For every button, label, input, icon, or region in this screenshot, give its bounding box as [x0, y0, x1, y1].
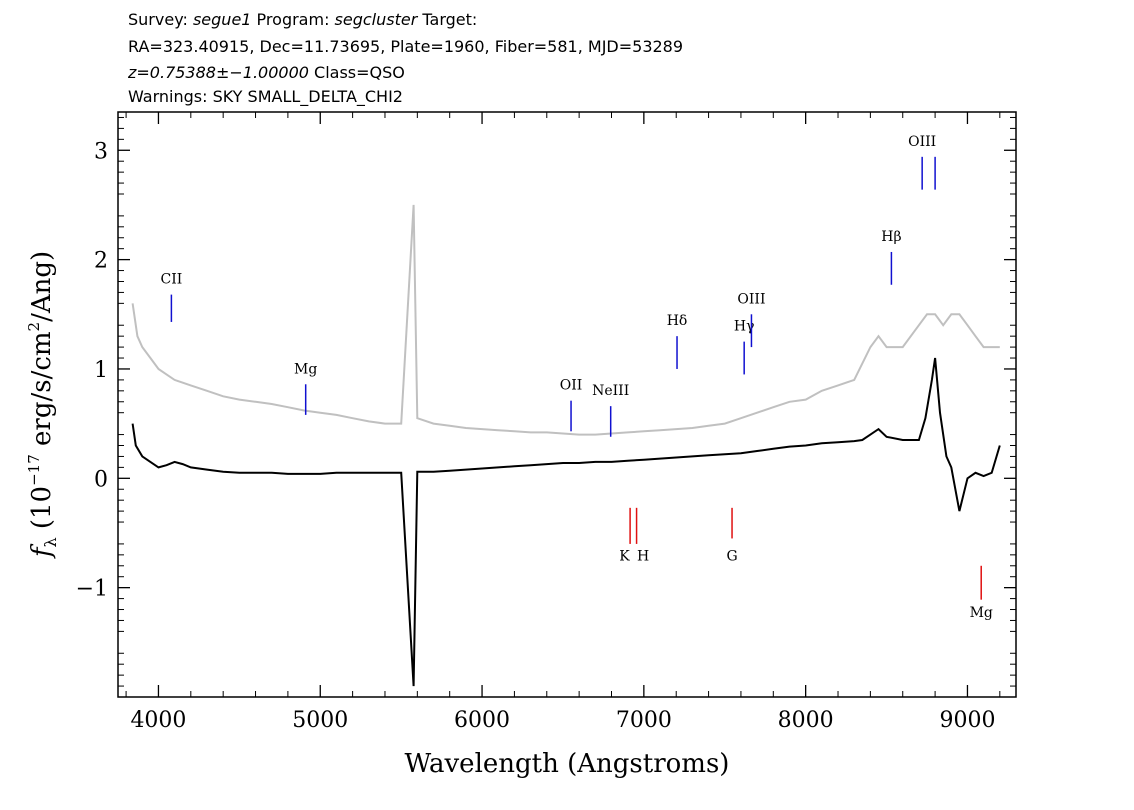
program-label: Program: [251, 10, 335, 29]
line-markers: CII Mg OII NeIII Hδ Hγ OIII Hβ OIII K H G Mg [161, 134, 993, 621]
absorption-label-1: H [637, 548, 649, 564]
y-tick-label-2: 1 [94, 358, 108, 383]
x-tick-label-4: 8000 [778, 708, 834, 733]
y-tick-label-0: −1 [76, 577, 108, 602]
x-tick-label-0: 4000 [130, 708, 186, 733]
class-value: Class=QSO [308, 63, 405, 82]
header-coordinates-line: RA=323.40915, Dec=11.73695, Plate=1960, … [128, 37, 684, 56]
y-axis-label: fλ (10−17 erg/s/cm2/Ang) [25, 251, 60, 559]
survey-value: segue1 [192, 10, 252, 29]
y-axis-exponent: −17 [25, 454, 43, 486]
y-axis-text-1: (10 [27, 486, 57, 538]
axis-ticks: 4000 5000 6000 7000 8000 9000 −1 0 1 2 3 [76, 112, 1016, 733]
absorption-label-2: G [726, 548, 737, 564]
x-tick-label-1: 5000 [292, 708, 348, 733]
y-tick-label-1: 0 [94, 467, 108, 492]
absorption-label-3: Mg [970, 605, 993, 621]
x-tick-label-2: 6000 [454, 708, 510, 733]
header-survey-line: Survey: segue1 Program: segcluster Targe… [128, 10, 477, 29]
y-axis-exponent-2: 2 [25, 322, 43, 332]
y-tick-label-4: 3 [94, 139, 108, 164]
x-tick-label-3: 7000 [616, 708, 672, 733]
emission-label-6: OIII [737, 291, 765, 307]
x-tick-label-5: 9000 [939, 708, 995, 733]
error-series-line [131, 204, 1000, 436]
emission-label-0: CII [161, 272, 183, 288]
target-label: Target: [417, 10, 478, 29]
emission-label-5: Hγ [734, 319, 755, 335]
emission-label-4: Hδ [667, 313, 688, 329]
emission-label-8: OIII [908, 134, 936, 150]
survey-label: Survey: [128, 10, 193, 29]
y-axis-text-3: /Ang) [27, 251, 57, 322]
absorption-label-0: K [619, 548, 630, 564]
y-axis-text-2: erg/s/cm [27, 331, 57, 454]
emission-label-1: Mg [294, 361, 317, 377]
y-axis-symbol-sub: λ [41, 537, 60, 547]
x-axis-label: Wavelength (Angstroms) [405, 749, 730, 779]
emission-label-2: OII [560, 378, 583, 394]
flux-series-line [131, 357, 1001, 687]
flux-spectrum [131, 357, 1001, 687]
emission-label-7: Hβ [881, 229, 901, 245]
emission-label-3: NeIII [592, 383, 629, 399]
error-spectrum [131, 204, 1000, 436]
header-redshift-line: z=0.75388±−1.00000 Class=QSO [128, 63, 405, 82]
program-value: segcluster [334, 10, 418, 29]
y-tick-label-3: 2 [94, 249, 108, 274]
redshift-value: z=0.75388±−1.00000 [128, 63, 309, 82]
plot-frame [117, 111, 1017, 698]
header-warnings-line: Warnings: SKY SMALL_DELTA_CHI2 [128, 87, 403, 106]
